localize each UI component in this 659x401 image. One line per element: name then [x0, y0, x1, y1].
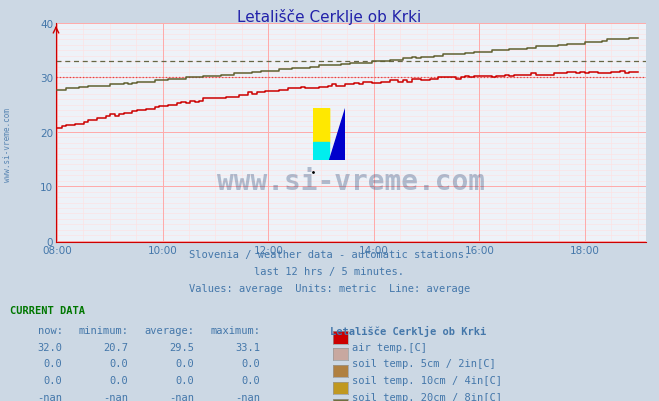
Text: -nan: -nan [169, 392, 194, 401]
Text: 0.0: 0.0 [44, 358, 63, 369]
Text: 32.0: 32.0 [38, 342, 63, 352]
Text: 0.0: 0.0 [242, 358, 260, 369]
Text: Slovenia / weather data - automatic stations.: Slovenia / weather data - automatic stat… [189, 249, 470, 259]
Text: -nan: -nan [235, 392, 260, 401]
Text: soil temp. 10cm / 4in[C]: soil temp. 10cm / 4in[C] [352, 375, 502, 385]
Bar [313, 108, 329, 143]
Text: now:: now: [38, 325, 63, 335]
Text: 0.0: 0.0 [110, 375, 129, 385]
Polygon shape [313, 108, 329, 143]
Text: Values: average  Units: metric  Line: average: Values: average Units: metric Line: aver… [189, 283, 470, 293]
Text: last 12 hrs / 5 minutes.: last 12 hrs / 5 minutes. [254, 266, 405, 276]
Text: maximum:: maximum: [210, 325, 260, 335]
Text: www.si-vreme.com: www.si-vreme.com [3, 107, 13, 181]
Text: 29.5: 29.5 [169, 342, 194, 352]
Text: soil temp. 5cm / 2in[C]: soil temp. 5cm / 2in[C] [352, 358, 496, 369]
Text: minimum:: minimum: [78, 325, 129, 335]
Text: 0.0: 0.0 [176, 358, 194, 369]
Text: 33.1: 33.1 [235, 342, 260, 352]
Text: CURRENT DATA: CURRENT DATA [10, 306, 85, 316]
Text: 0.0: 0.0 [44, 375, 63, 385]
Text: 0.0: 0.0 [110, 358, 129, 369]
Text: www.si-vreme.com: www.si-vreme.com [217, 168, 485, 195]
Text: -nan: -nan [38, 392, 63, 401]
Text: soil temp. 20cm / 8in[C]: soil temp. 20cm / 8in[C] [352, 392, 502, 401]
Text: 20.7: 20.7 [103, 342, 129, 352]
Text: Letališče Cerklje ob Krki: Letališče Cerklje ob Krki [330, 325, 486, 336]
Text: air temp.[C]: air temp.[C] [352, 342, 427, 352]
Text: -nan: -nan [103, 392, 129, 401]
Bar [313, 143, 329, 160]
Text: 0.0: 0.0 [176, 375, 194, 385]
Text: average:: average: [144, 325, 194, 335]
Text: Letališče Cerklje ob Krki: Letališče Cerklje ob Krki [237, 9, 422, 25]
Text: 0.0: 0.0 [242, 375, 260, 385]
Polygon shape [329, 108, 345, 160]
